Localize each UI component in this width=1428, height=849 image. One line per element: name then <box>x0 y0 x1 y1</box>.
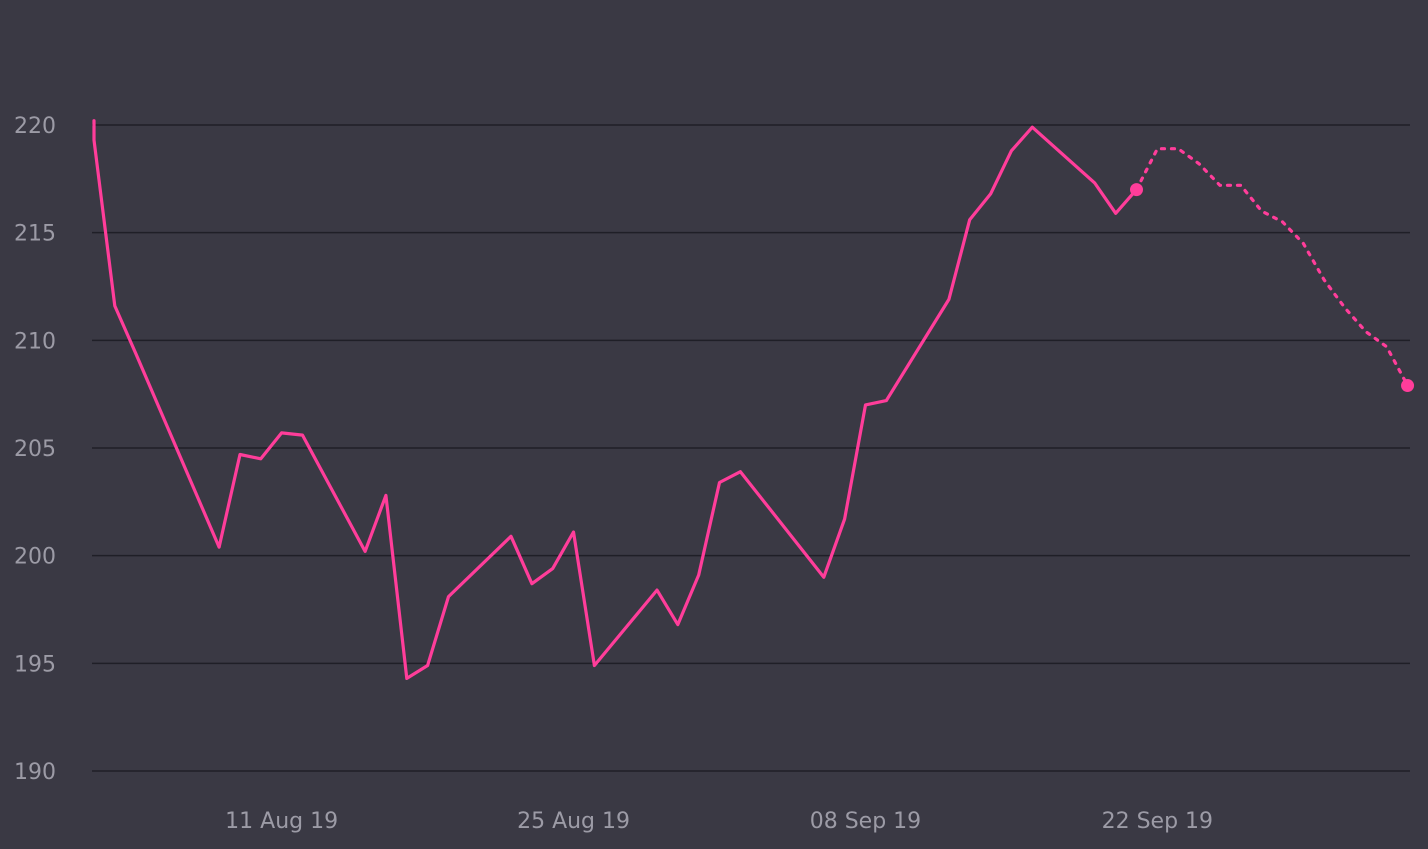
y-tick-label: 215 <box>14 222 56 247</box>
x-tick-label: 11 Aug 19 <box>225 809 338 834</box>
series-lines <box>92 119 1410 681</box>
grid-lines <box>92 124 1410 772</box>
forecast-series-line <box>1134 147 1410 388</box>
x-tick-label: 25 Aug 19 <box>517 809 630 834</box>
y-tick-label: 195 <box>14 652 56 677</box>
x-tick-label: 08 Sep 19 <box>810 809 921 834</box>
y-tick-label: 205 <box>14 437 56 462</box>
x-axis-ticks: 11 Aug 19 25 Aug 19 08 Sep 19 22 Sep 19 <box>225 809 1213 834</box>
x-tick-label: 22 Sep 19 <box>1102 809 1213 834</box>
y-axis-ticks: 190 195 200 205 210 215 220 <box>14 114 56 785</box>
forecast-end-point <box>1401 379 1415 393</box>
actual-end-point <box>1130 183 1143 197</box>
y-tick-label: 210 <box>14 329 56 354</box>
series-markers <box>1130 183 1415 393</box>
actual-series-line <box>92 119 1139 681</box>
y-tick-label: 190 <box>14 760 56 785</box>
y-tick-label: 200 <box>14 545 56 570</box>
y-tick-label: 220 <box>14 114 56 139</box>
